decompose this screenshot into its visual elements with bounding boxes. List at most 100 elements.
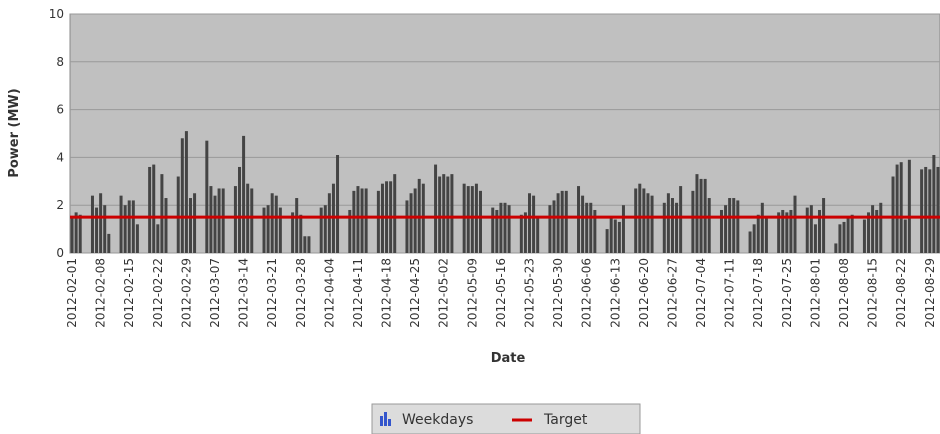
bar [152,164,156,253]
bar [336,155,340,253]
bar [238,166,242,253]
bar [871,205,875,253]
x-tick-label: 2012-07-25 [780,258,794,328]
bar [119,195,123,253]
bar [867,212,871,253]
bar [364,188,368,253]
bar [691,190,695,253]
x-tick-label: 2012-08-22 [894,258,908,328]
bar [466,186,470,253]
bar [932,155,936,253]
bar [785,212,789,253]
bar [519,214,523,253]
bar [148,166,152,253]
x-tick-label: 2012-08-29 [923,258,937,328]
bar [613,219,617,253]
bar [728,198,732,253]
bar [719,209,723,253]
bar [899,162,903,253]
bar [278,207,282,253]
bar [360,188,364,253]
bar [777,212,781,253]
y-tick-label: 0 [56,246,64,260]
bar [646,193,650,253]
bar [756,214,760,253]
bar [491,207,495,253]
bar [188,198,192,253]
bar [634,188,638,253]
bar [907,159,911,253]
bar [213,195,217,253]
x-tick-label: 2012-05-30 [551,258,565,328]
bar [127,200,131,253]
bar [732,198,736,253]
x-tick-label: 2012-02-15 [122,258,136,328]
bar [879,202,883,253]
bar [348,209,352,253]
bar [135,224,139,253]
bar [270,193,274,253]
bar [450,174,454,253]
bar [376,190,380,253]
bar [217,188,221,253]
x-tick-label: 2012-03-21 [265,258,279,328]
bar [352,190,356,253]
bar [327,193,331,253]
bar [319,207,323,253]
bar [446,176,450,253]
legend-label: Weekdays [402,412,473,428]
x-tick-label: 2012-06-13 [608,258,622,328]
bar [748,231,752,253]
bar [303,236,307,253]
bar [548,205,552,253]
bar [805,207,809,253]
bar [356,186,360,253]
x-tick-label: 2012-08-08 [837,258,851,328]
bar [262,207,266,253]
bar [131,200,135,253]
bar [585,202,589,253]
x-tick-label: 2012-07-04 [694,258,708,328]
bar [736,200,740,253]
bar [707,198,711,253]
bar [920,169,924,253]
bar [593,209,597,253]
bar [70,217,74,253]
bar [617,221,621,253]
x-tick-label: 2012-06-20 [637,258,651,328]
x-tick-label: 2012-03-07 [208,258,222,328]
bar [523,212,527,253]
bar [307,236,311,253]
bar [552,200,556,253]
bar [581,195,585,253]
bar [221,188,225,253]
bar [850,214,854,253]
bar [291,212,295,253]
bar [507,205,511,253]
bar [478,190,482,253]
bar [781,209,785,253]
bar [764,217,768,253]
bar [299,214,303,253]
bar [90,195,94,253]
y-tick-label: 4 [56,150,64,164]
x-tick-label: 2012-02-08 [94,258,108,328]
y-axis-title: Power (MW) [7,88,22,177]
bar [875,209,879,253]
x-tick-label: 2012-03-14 [237,258,251,328]
x-tick-label: 2012-05-09 [465,258,479,328]
bar [160,174,164,253]
bar [577,186,581,253]
x-tick-label: 2012-02-01 [65,258,79,328]
bar [842,221,846,253]
bar [895,164,899,253]
bar [470,186,474,253]
bar [103,205,107,253]
bar [862,219,866,253]
bar [532,195,536,253]
bar [156,224,160,253]
x-tick-label: 2012-04-04 [322,258,336,328]
bar [670,198,674,253]
x-tick-label: 2012-08-01 [808,258,822,328]
